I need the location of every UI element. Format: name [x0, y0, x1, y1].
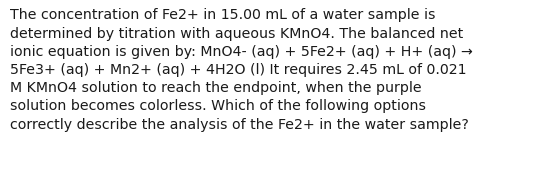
Text: The concentration of Fe2+ in 15.00 mL of a water sample is
determined by titrati: The concentration of Fe2+ in 15.00 mL of… [10, 8, 473, 132]
